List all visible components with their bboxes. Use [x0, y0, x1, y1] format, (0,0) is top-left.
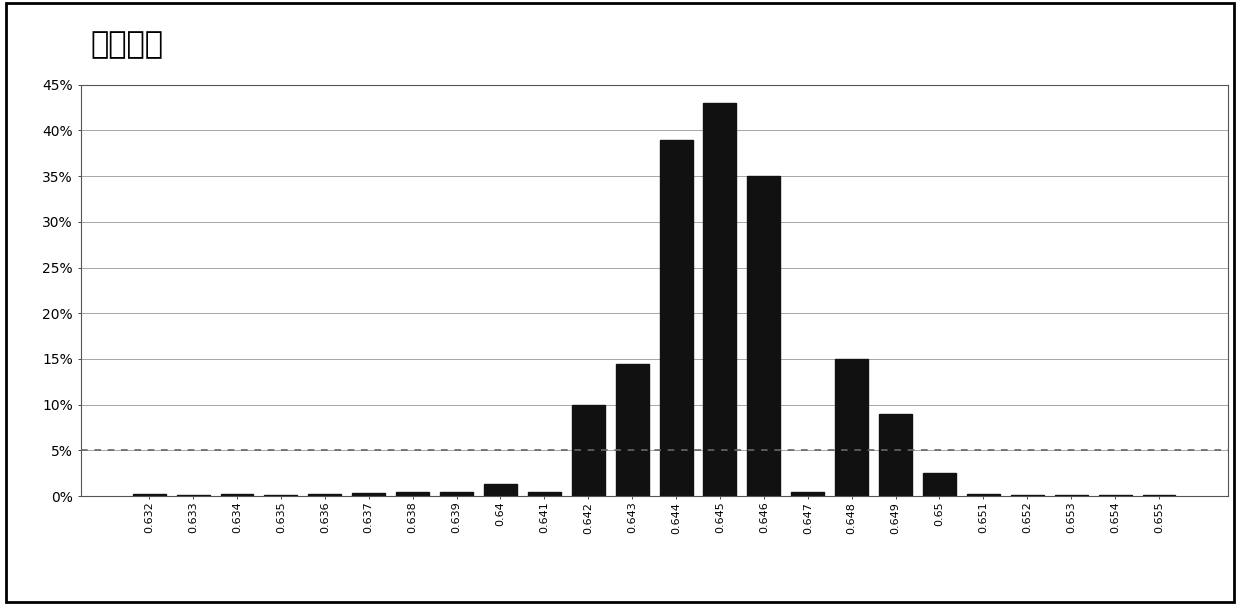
- Bar: [660, 140, 692, 496]
- Bar: [1011, 495, 1044, 496]
- Bar: [1142, 495, 1176, 496]
- Bar: [703, 103, 737, 496]
- Bar: [484, 484, 517, 496]
- Bar: [440, 491, 472, 496]
- Bar: [528, 491, 560, 496]
- Bar: [352, 493, 386, 496]
- Bar: [791, 491, 825, 496]
- Bar: [264, 495, 298, 496]
- Bar: [1099, 495, 1132, 496]
- Bar: [133, 494, 166, 496]
- Bar: [309, 494, 341, 496]
- Text: 开路电压: 开路电压: [91, 30, 164, 59]
- Bar: [879, 414, 913, 496]
- Bar: [221, 494, 253, 496]
- Bar: [967, 494, 999, 496]
- Bar: [572, 405, 605, 496]
- Bar: [176, 495, 210, 496]
- Bar: [1055, 495, 1087, 496]
- Bar: [836, 359, 868, 496]
- Bar: [616, 364, 649, 496]
- Bar: [923, 473, 956, 496]
- Bar: [396, 491, 429, 496]
- Bar: [748, 176, 780, 496]
